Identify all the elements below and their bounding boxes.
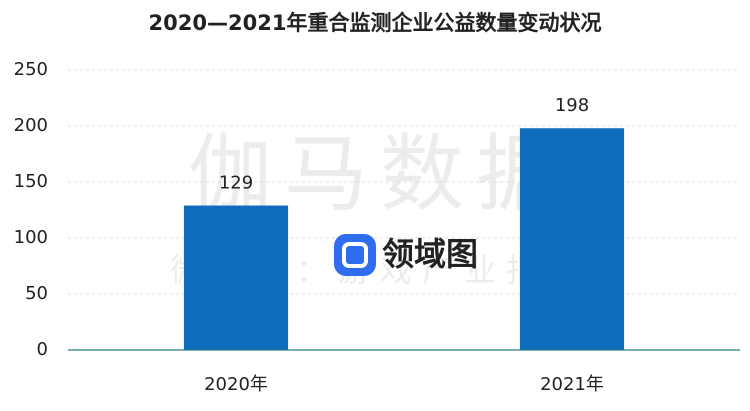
value-label: 198 <box>555 95 589 116</box>
y-tick-label: 0 <box>37 339 48 360</box>
logo-text: 领域图 <box>382 235 478 273</box>
value-label: 129 <box>219 173 253 194</box>
logo: 领域图 <box>334 234 478 276</box>
y-tick-label: 50 <box>25 283 48 304</box>
bar <box>519 128 625 350</box>
bar <box>183 205 289 350</box>
y-tick-label: 100 <box>14 227 48 248</box>
y-tick-label: 200 <box>14 115 48 136</box>
y-tick-label: 150 <box>14 171 48 192</box>
y-tick-label: 250 <box>14 59 48 80</box>
x-tick-label: 2020年 <box>204 374 268 395</box>
chart-title: 2020—2021年重合监测企业公益数量变动状况 <box>149 11 602 35</box>
x-tick-label: 2021年 <box>540 374 604 395</box>
